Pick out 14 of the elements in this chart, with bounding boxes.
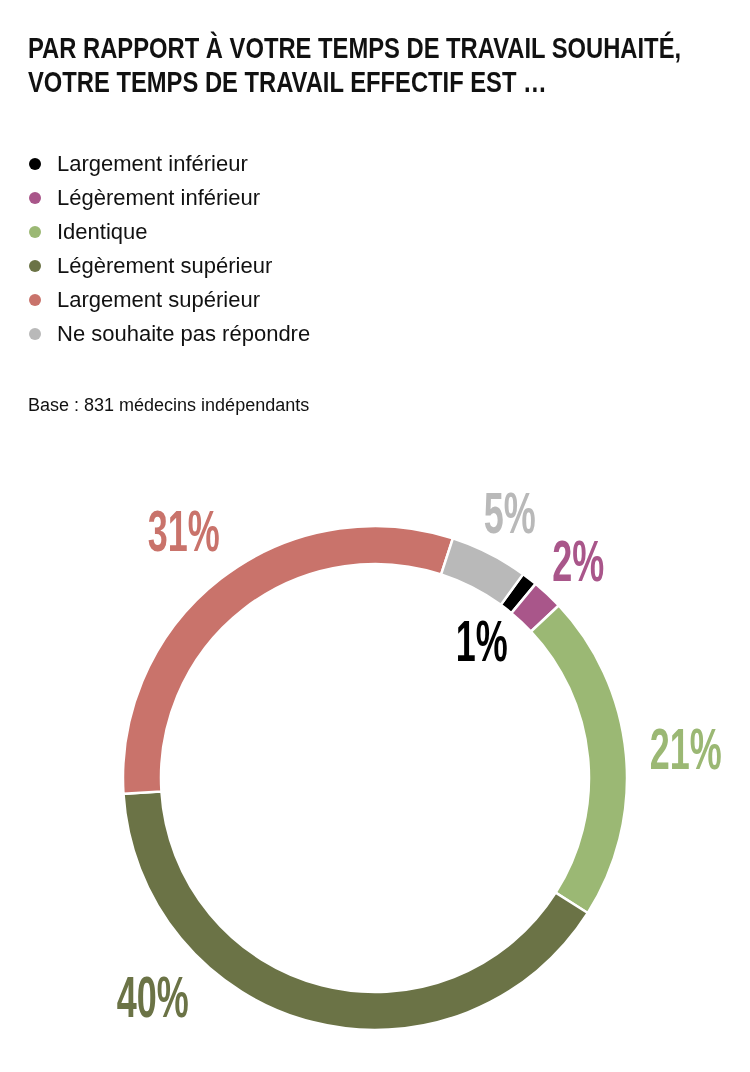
chart-title: PAR RAPPORT À VOTRE TEMPS DE TRAVAIL SOUHAITÉ, VOTRE TEMPS DE TRAVAIL EFFECTIF EST … (28, 31, 682, 99)
data-label: 5% (483, 480, 536, 546)
data-label: 2% (552, 528, 605, 594)
legend-label: Légèrement supérieur (57, 253, 273, 278)
text: Base : 831 médecins indépendants (28, 395, 310, 415)
legend-label: Ne souhaite pas répondre (57, 321, 311, 346)
data-label: 21% (649, 715, 722, 781)
data-label: 1% (455, 607, 508, 673)
legend-label: Légèrement inférieur (57, 185, 261, 210)
legend-label: Identique (57, 219, 148, 244)
data-label: 40% (116, 964, 189, 1030)
data-label: 31% (147, 498, 220, 564)
legend-label: Largement supérieur (57, 287, 261, 312)
legend-label: Largement inférieur (57, 151, 248, 176)
